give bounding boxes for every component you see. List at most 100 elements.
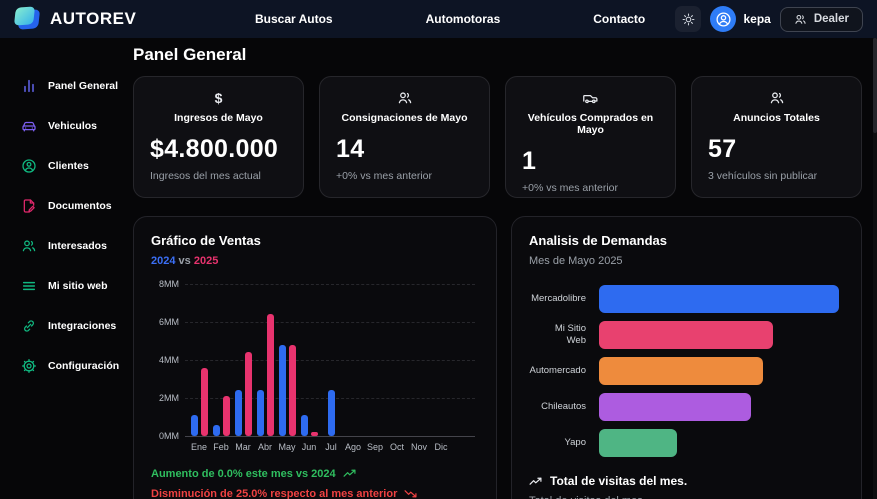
theme-toggle-button[interactable] <box>675 6 702 32</box>
y-tick-label: 8MM <box>159 279 179 289</box>
user-circle-icon <box>715 11 732 28</box>
bar-2024-mar[interactable] <box>234 390 242 436</box>
sales-plot-area <box>185 284 479 437</box>
stat-title: Anuncios Totales <box>733 112 820 124</box>
users-icon <box>708 90 845 107</box>
x-tick-label: May <box>278 442 296 452</box>
nav-link-buscar-autos[interactable]: Buscar Autos <box>255 12 333 26</box>
y-tick-label: 2MM <box>159 393 179 403</box>
y-tick-label: 0MM <box>159 431 179 441</box>
users-icon <box>21 238 37 254</box>
demand-label: Yapo <box>564 437 586 449</box>
stat-card-vehiculos-comprados: Vehículos Comprados en Mayo 1 +0% vs mes… <box>505 76 676 198</box>
legend-2024: 2024 <box>151 255 176 267</box>
sidebar-item-label: Integraciones <box>48 320 117 332</box>
car-icon <box>21 118 37 134</box>
sun-icon <box>682 13 695 26</box>
nav-link-automotoras[interactable]: Automotoras <box>425 12 501 26</box>
username: kepa <box>743 12 771 26</box>
users-icon <box>794 13 807 26</box>
month-group-mar <box>234 352 252 436</box>
bar-2024-feb[interactable] <box>212 424 220 436</box>
demand-bar-automercado[interactable] <box>599 357 764 385</box>
stat-card-anuncios: Anuncios Totales 57 3 vehículos sin publ… <box>691 76 862 198</box>
stat-cards-row: $ Ingresos de Mayo $4.800.000 Ingresos d… <box>133 76 862 198</box>
bar-2025-ene[interactable] <box>200 367 208 436</box>
month-group-may <box>278 344 296 436</box>
demand-row-automercado: Automercado <box>529 353 844 389</box>
demand-footer-bold: Total de visitas del mes. <box>550 474 688 488</box>
menu-icon <box>21 278 37 294</box>
bar-2024-may[interactable] <box>278 344 286 436</box>
x-tick-label: Feb <box>213 442 229 452</box>
stat-title: Consignaciones de Mayo <box>341 112 468 124</box>
sales-chart: 8MM 6MM 4MM 2MM 0MM <box>151 279 479 441</box>
file-pen-icon <box>21 198 37 214</box>
bar-2025-mar[interactable] <box>244 352 252 436</box>
stat-subtitle: Ingresos del mes actual <box>150 170 261 182</box>
bar-2024-ene[interactable] <box>190 415 198 436</box>
stat-value: 1 <box>522 147 537 175</box>
sales-y-axis: 8MM 6MM 4MM 2MM 0MM <box>151 279 185 441</box>
y-tick-label: 4MM <box>159 355 179 365</box>
sidebar-item-label: Vehiculos <box>48 120 98 132</box>
demand-bar-yapo[interactable] <box>599 429 678 457</box>
sidebar-item-clientes[interactable]: Clientes <box>0 146 130 186</box>
demand-label: Mi Sitio Web <box>554 323 586 346</box>
x-tick-label: Abr <box>257 442 272 452</box>
demand-rows: Mercadolibre Mi Sitio Web Automercado Chile… <box>529 281 844 461</box>
sidebar-item-interesados[interactable]: Interesados <box>0 226 130 266</box>
demand-bar-chileautos[interactable] <box>599 393 751 421</box>
sales-chart-panel: Gráfico de Ventas 2024 vs 2025 8MM 6MM 4MM… <box>133 216 497 499</box>
sidebar-item-panel-general[interactable]: Panel General <box>0 66 130 106</box>
trending-up-icon <box>343 467 356 480</box>
trending-down-icon <box>404 487 417 499</box>
user-menu[interactable]: kepa <box>710 6 771 32</box>
bar-2025-feb[interactable] <box>222 396 230 436</box>
scrollbar[interactable] <box>873 38 877 499</box>
month-group-jun <box>300 415 318 436</box>
brand[interactable]: AUTOREV <box>13 6 136 32</box>
demand-panel: Analisis de Demandas Mes de Mayo 2025 Me… <box>511 216 862 499</box>
sales-x-labels: Ene Feb Mar Abr May Jun Jul Ago Sep Oct Nov Dic <box>190 442 479 452</box>
demand-footer-sub: Total de visitas del mes. <box>529 495 844 499</box>
sidebar-item-vehiculos[interactable]: Vehiculos <box>0 106 130 146</box>
x-tick-label: Dic <box>434 442 448 452</box>
nav-links: Buscar Autos Automotoras Contacto <box>255 12 645 26</box>
sidebar-item-mi-sitio-web[interactable]: Mi sitio web <box>0 266 130 306</box>
van-icon <box>522 90 659 107</box>
dealer-button[interactable]: Dealer <box>779 6 863 32</box>
demand-row-mi-sitio-web: Mi Sitio Web <box>529 317 844 353</box>
demand-bar-mi-sitio-web[interactable] <box>599 321 773 349</box>
sidebar-item-label: Panel General <box>48 80 119 92</box>
sales-chart-legend: 2024 vs 2025 <box>151 255 219 267</box>
demand-label: Mercadolibre <box>531 293 586 305</box>
month-group-ene <box>190 367 208 436</box>
nav-link-contacto[interactable]: Contacto <box>593 12 646 26</box>
month-group-jul <box>322 390 340 436</box>
x-tick-label: Sep <box>366 442 383 452</box>
demand-label: Automercado <box>529 365 586 377</box>
link-icon <box>21 318 37 334</box>
bar-2024-jun[interactable] <box>300 415 308 436</box>
bar-2025-abr[interactable] <box>266 314 274 436</box>
bar-2025-may[interactable] <box>288 344 296 436</box>
sidebar-item-documentos[interactable]: Documentos <box>0 186 130 226</box>
stat-title: Ingresos de Mayo <box>174 112 263 124</box>
sidebar-item-label: Interesados <box>48 240 107 252</box>
month-group-feb <box>212 396 230 436</box>
sidebar-item-configuracion[interactable]: Configuración <box>0 346 130 386</box>
demand-title: Analisis de Demandas <box>529 233 667 248</box>
bar-2024-abr[interactable] <box>256 390 264 436</box>
sidebar-item-integraciones[interactable]: Integraciones <box>0 306 130 346</box>
stat-card-consignaciones: Consignaciones de Mayo 14 +0% vs mes ant… <box>319 76 490 198</box>
demand-row-yapo: Yapo <box>529 425 844 461</box>
bar-2025-jun[interactable] <box>310 432 318 436</box>
demand-row-mercadolibre: Mercadolibre <box>529 281 844 317</box>
bar-2024-jul[interactable] <box>327 390 335 436</box>
demand-bar-mercadolibre[interactable] <box>599 285 840 313</box>
demand-row-chileautos: Chileautos <box>529 389 844 425</box>
demand-label: Chileautos <box>541 401 586 413</box>
demand-footer: Total de visitas del mes. <box>529 474 844 488</box>
users-icon <box>336 90 473 107</box>
